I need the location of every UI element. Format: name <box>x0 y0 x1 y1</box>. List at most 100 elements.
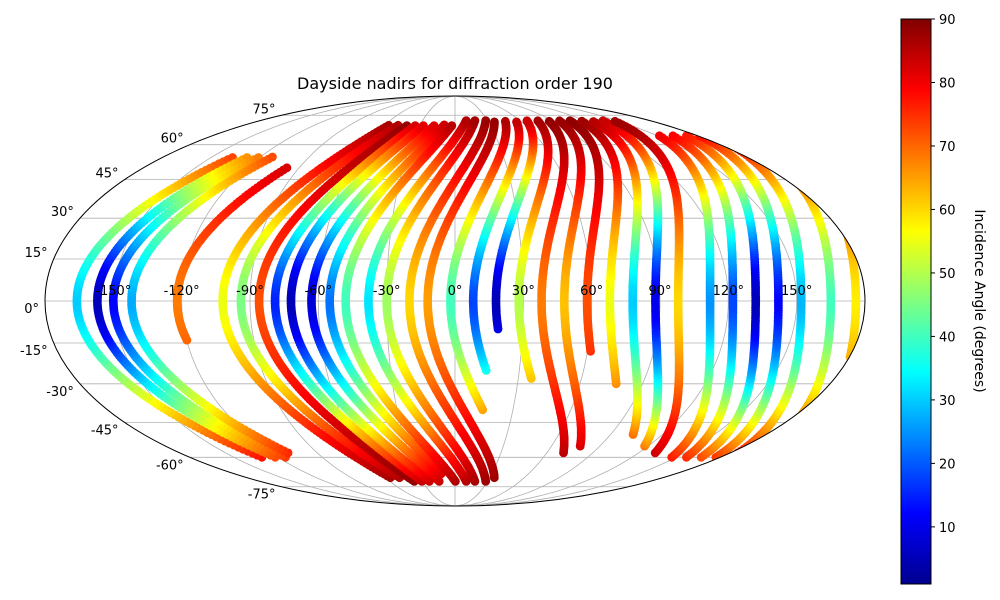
ground-track <box>307 121 444 486</box>
nadir-point <box>767 439 776 449</box>
nadir-point <box>785 168 794 178</box>
nadir-point <box>598 116 608 126</box>
nadir-point <box>655 131 664 141</box>
nadir-point <box>837 215 847 224</box>
nadir-point <box>565 116 575 125</box>
nadir-point <box>470 116 480 125</box>
lon-tick-label: 90° <box>648 284 671 299</box>
nadir-point <box>522 116 532 126</box>
colorbar-tick-label: 10 <box>939 521 956 536</box>
nadir-point <box>787 171 797 180</box>
colorbar-tick-label: 50 <box>939 267 956 282</box>
ground-track <box>172 163 292 345</box>
nadir-point <box>827 196 837 206</box>
colorbar-tick-label: 60 <box>939 203 956 218</box>
nadir-point <box>764 151 774 161</box>
lat-tick-label: -30° <box>46 385 74 400</box>
nadir-point <box>610 116 620 126</box>
nadir-point <box>481 116 491 125</box>
colorbar-tick-label: 90 <box>939 13 956 28</box>
nadir-point <box>775 433 784 443</box>
nadir-point <box>824 191 834 201</box>
ground-track <box>286 121 434 486</box>
nadir-point <box>777 431 787 441</box>
nadir-point <box>512 117 521 127</box>
nadir-point <box>544 116 554 126</box>
chart-title: Dayside nadirs for diffraction order 190 <box>297 74 613 93</box>
nadir-point <box>793 177 802 187</box>
ground-track <box>270 121 427 486</box>
ground-track <box>108 153 290 462</box>
lat-tick-label: -75° <box>248 488 276 503</box>
nadir-point <box>668 131 678 141</box>
nadir-point <box>839 219 849 229</box>
nadir-point <box>798 409 807 418</box>
nadir-point <box>770 156 780 165</box>
colorbar-tick-label: 30 <box>939 394 956 409</box>
nadir-point <box>778 162 787 172</box>
lat-tick-label: 30° <box>51 205 74 220</box>
ground-track <box>254 121 419 486</box>
colorbar-tick-label: 80 <box>939 76 956 91</box>
ground-track <box>72 153 267 462</box>
lon-tick-label: -90° <box>236 284 264 299</box>
lon-tick-label: 120° <box>713 284 744 299</box>
nadir-point <box>447 121 457 130</box>
colorbar-tick-label: 20 <box>939 457 956 472</box>
nadir-point <box>841 224 850 234</box>
nadir-point <box>782 427 792 436</box>
nadir-point <box>790 418 800 427</box>
ground-track <box>236 120 404 483</box>
nadir-point <box>764 441 773 451</box>
lon-tick-label: 0° <box>448 284 463 299</box>
ground-track <box>325 120 449 479</box>
nadir-point <box>533 116 543 126</box>
nadir-point <box>282 163 292 173</box>
lat-tick-label: -45° <box>91 423 119 438</box>
lon-tick-label: 60° <box>580 284 603 299</box>
nadir-point <box>788 420 798 430</box>
nadir-point <box>835 210 845 220</box>
nadir-point <box>836 212 846 222</box>
nadir-point <box>829 198 838 208</box>
nadir-point <box>577 116 587 126</box>
colorbar-tick-label: 70 <box>939 140 956 155</box>
nadir-point <box>769 437 779 447</box>
nadir-point <box>786 422 796 432</box>
nadir-point <box>838 217 848 227</box>
nadir-point <box>268 152 277 162</box>
lat-tick-label: 0° <box>24 302 39 317</box>
lat-tick-label: 15° <box>25 246 48 261</box>
lon-tick-label: -60° <box>304 284 332 299</box>
lat-tick-label: -60° <box>156 458 184 473</box>
nadir-point <box>775 160 785 170</box>
nadir-point <box>791 175 801 185</box>
nadir-point <box>772 435 782 445</box>
lat-tick-label: 75° <box>252 102 275 117</box>
nadir-point <box>773 158 782 168</box>
nadir-point <box>780 429 789 438</box>
nadir-point <box>500 116 510 126</box>
nadir-point <box>840 222 849 232</box>
nadir-point <box>780 164 790 174</box>
nadir-point <box>833 205 842 215</box>
nadir-point <box>823 189 832 199</box>
nadir-point <box>796 182 806 192</box>
nadir-point <box>589 117 598 126</box>
nadir-point <box>767 154 777 163</box>
nadir-point <box>789 173 799 183</box>
lon-tick-label: -150° <box>95 284 131 299</box>
lon-tick-label: 150° <box>781 284 812 299</box>
lon-tick-label: 30° <box>512 284 535 299</box>
nadir-point <box>555 116 564 126</box>
colorbar-label: Incidence Angle (degrees) <box>971 209 987 392</box>
ground-track <box>127 152 293 458</box>
ground-track <box>218 120 395 483</box>
nadir-point <box>783 166 792 176</box>
lon-tick-label: -30° <box>373 284 401 299</box>
nadir-point <box>792 416 802 425</box>
nadir-point <box>796 411 806 421</box>
